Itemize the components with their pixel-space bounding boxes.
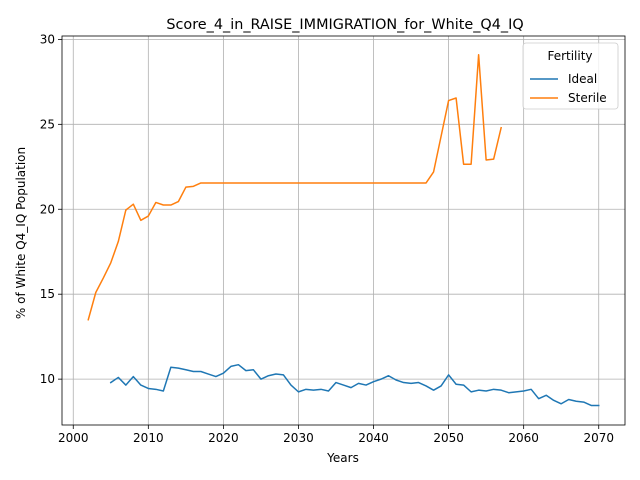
- y-tick-label: 25: [40, 117, 55, 131]
- x-tick-label: 2050: [433, 431, 464, 445]
- x-tick-label: 2040: [358, 431, 389, 445]
- x-tick-label: 2030: [283, 431, 314, 445]
- series-line-sterile: [87, 53, 503, 321]
- x-axis-label: Years: [326, 451, 359, 465]
- y-tick-label: 10: [40, 372, 55, 386]
- legend-label-sterile: Sterile: [568, 91, 607, 105]
- series-lines: [87, 53, 600, 407]
- chart-title: Score_4_in_RAISE_IMMIGRATION_for_White_Q…: [166, 17, 523, 33]
- y-tick-label: 30: [40, 32, 55, 46]
- x-tick-label: 2070: [583, 431, 614, 445]
- x-tick-label: 2000: [58, 431, 89, 445]
- plot-area: [61, 35, 626, 426]
- legend-label-ideal: Ideal: [568, 72, 597, 86]
- y-tick-label: 15: [40, 287, 55, 301]
- x-tick-label: 2020: [208, 431, 239, 445]
- y-tick-label: 20: [40, 202, 55, 216]
- axis-ticks: 2000 2010 2020 2030 2040 2050 2060 2070 10 15 20 25…: [40, 32, 614, 445]
- x-tick-label: 2060: [508, 431, 539, 445]
- y-axis-label: % of White Q4_IQ Population: [14, 147, 28, 319]
- series-line-ideal: [109, 363, 600, 407]
- x-tick-label: 2010: [133, 431, 164, 445]
- legend-box: [522, 42, 619, 110]
- legend: Fertility Ideal Sterile: [522, 42, 619, 110]
- legend-title: Fertility: [547, 49, 592, 63]
